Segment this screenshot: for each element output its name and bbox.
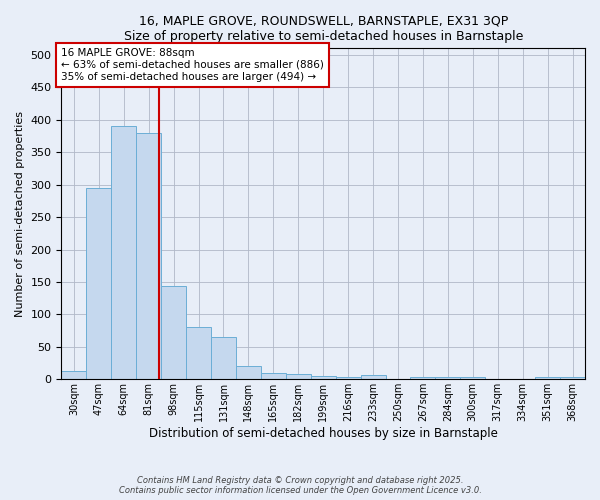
Bar <box>261 373 286 380</box>
Bar <box>436 376 460 380</box>
Bar <box>311 376 335 380</box>
Y-axis label: Number of semi-detached properties: Number of semi-detached properties <box>15 111 25 317</box>
Bar <box>61 371 86 380</box>
Bar <box>485 378 510 380</box>
Bar <box>410 376 436 380</box>
Bar <box>535 378 560 380</box>
Bar <box>335 376 361 380</box>
Bar <box>211 337 236 380</box>
Bar <box>560 378 585 380</box>
Bar <box>460 378 485 380</box>
Bar <box>236 366 261 380</box>
X-axis label: Distribution of semi-detached houses by size in Barnstaple: Distribution of semi-detached houses by … <box>149 427 497 440</box>
Bar <box>86 188 111 380</box>
Bar <box>386 378 410 380</box>
Title: 16, MAPLE GROVE, ROUNDSWELL, BARNSTAPLE, EX31 3QP
Size of property relative to s: 16, MAPLE GROVE, ROUNDSWELL, BARNSTAPLE,… <box>124 15 523 43</box>
Bar <box>111 126 136 380</box>
Bar <box>186 328 211 380</box>
Text: 16 MAPLE GROVE: 88sqm
← 63% of semi-detached houses are smaller (886)
35% of sem: 16 MAPLE GROVE: 88sqm ← 63% of semi-deta… <box>61 48 324 82</box>
Bar <box>286 374 311 380</box>
Text: Contains HM Land Registry data © Crown copyright and database right 2025.
Contai: Contains HM Land Registry data © Crown c… <box>119 476 481 495</box>
Bar <box>361 376 386 380</box>
Bar <box>136 132 161 380</box>
Bar <box>161 286 186 380</box>
